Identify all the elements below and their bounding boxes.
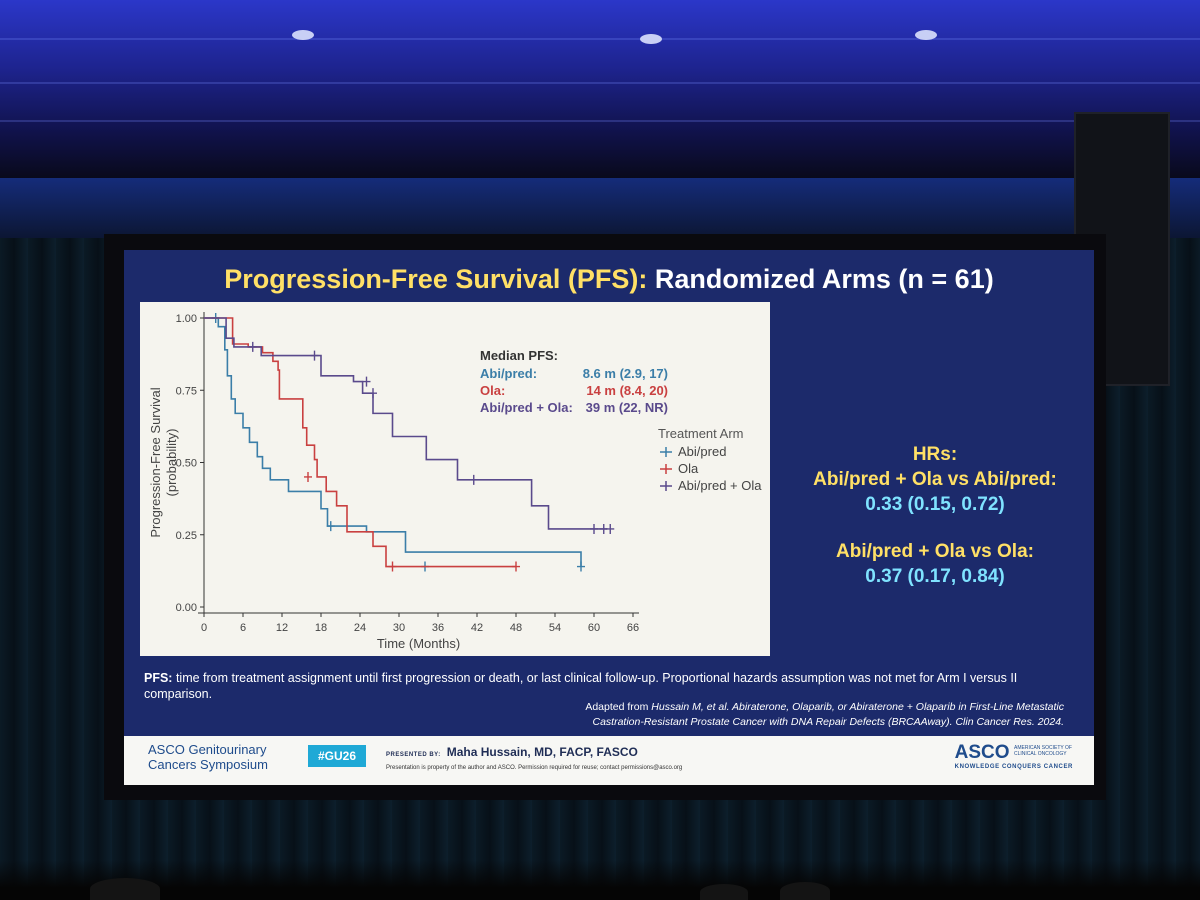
x-tick-label: 36 bbox=[432, 622, 444, 634]
km-chart: 0.00 0.25 0.50 0.75 1.00 0 6 12 18 24 30 36 42 48 54 60… bbox=[148, 312, 762, 651]
asco-gu-logo: ASCO Genitourinary Cancers Symposium bbox=[148, 742, 268, 772]
audience-head bbox=[780, 882, 830, 900]
ceiling-light bbox=[915, 30, 937, 40]
x-tick-label: 42 bbox=[471, 622, 483, 634]
x-tick-label: 24 bbox=[354, 622, 366, 634]
ceiling-grid-line bbox=[0, 120, 1200, 122]
x-axis-label: Time (Months) bbox=[377, 636, 460, 651]
presentation-slide: Progression-Free Survival (PFS): Randomi… bbox=[124, 250, 1094, 785]
censor-mark-3 bbox=[369, 388, 377, 399]
median-pfs-value: 8.6 m (2.9, 17) bbox=[583, 366, 668, 381]
presenter-name: Maha Hussain, MD, FACP, FASCO bbox=[446, 745, 638, 759]
venue-ceiling bbox=[0, 0, 1200, 190]
ceiling-light bbox=[292, 30, 314, 40]
x-tick-label: 6 bbox=[240, 622, 246, 634]
censor-mark-2 bbox=[512, 561, 520, 572]
median-pfs-value: 14 m (8.4, 20) bbox=[586, 383, 668, 398]
median-pfs-arm-label: Ola: bbox=[480, 383, 505, 398]
censor-mark-3 bbox=[248, 341, 257, 352]
hr-value-1: 0.33 (0.15, 0.72) bbox=[865, 494, 1005, 515]
curtain-valance bbox=[0, 178, 1200, 238]
legend-key-2 bbox=[660, 464, 672, 474]
hr-heading: HRs: bbox=[912, 444, 958, 465]
x-tick-label: 18 bbox=[315, 622, 327, 634]
hr-comparison-2: Abi/pred + Ola vs Ola: bbox=[836, 541, 1034, 562]
slide-title-highlight: Progression-Free Survival (PFS): bbox=[224, 264, 648, 294]
censor-mark-1 bbox=[326, 521, 335, 532]
audience-head bbox=[700, 884, 748, 900]
permission-notice: Presentation is property of the author a… bbox=[386, 765, 683, 771]
y-tick-label: 0.00 bbox=[176, 602, 197, 614]
median-pfs-heading: Median PFS: bbox=[480, 348, 558, 363]
source-prefix: Adapted from bbox=[585, 701, 652, 713]
median-pfs-value: 39 m (22, NR) bbox=[586, 400, 668, 415]
y-axis-label-unit: (probability) bbox=[164, 429, 179, 497]
y-axis-label: Progression-Free Survival bbox=[148, 387, 163, 537]
hashtag-badge: #GU26 bbox=[308, 745, 366, 767]
slide-title: Progression-Free Survival (PFS): Randomi… bbox=[124, 264, 1094, 295]
legend-key-3 bbox=[660, 481, 672, 491]
y-tick-label: 0.50 bbox=[176, 458, 197, 470]
ceiling-grid-line bbox=[0, 82, 1200, 84]
legend-entry-1: Abi/pred bbox=[678, 444, 726, 459]
km-plot-panel: 0.00 0.25 0.50 0.75 1.00 0 6 12 18 24 30 36 42 48 54 60… bbox=[140, 302, 770, 656]
audience-head bbox=[90, 878, 160, 900]
censor-mark-3 bbox=[469, 474, 478, 485]
censor-mark-2 bbox=[388, 561, 397, 572]
source-text: Hussain M, et al. Abiraterone, Olaparib,… bbox=[592, 701, 1064, 728]
pfs-footnote: PFS: time from treatment assignment unti… bbox=[144, 670, 1084, 702]
median-pfs-arm-label: Abi/pred + Ola: bbox=[480, 400, 573, 415]
censor-mark-3 bbox=[362, 376, 371, 387]
y-tick-label: 0.25 bbox=[176, 530, 197, 542]
legend-entry-3: Abi/pred + Ola bbox=[678, 478, 762, 493]
censor-mark-3 bbox=[590, 523, 598, 534]
censor-mark-3 bbox=[606, 523, 615, 534]
footnote-text: time from treatment assignment until fir… bbox=[144, 671, 1018, 701]
x-tick-label: 12 bbox=[276, 622, 288, 634]
hr-value-2: 0.37 (0.17, 0.84) bbox=[865, 566, 1005, 587]
censor-mark-2 bbox=[304, 471, 312, 482]
source-citation: Adapted from Hussain M, et al. Abiratero… bbox=[544, 700, 1064, 730]
ceiling-light bbox=[640, 34, 662, 44]
x-tick-label: 54 bbox=[549, 622, 561, 634]
x-tick-label: 30 bbox=[393, 622, 405, 634]
x-tick-label: 60 bbox=[588, 622, 600, 634]
km-curve-2 bbox=[204, 317, 516, 568]
legend-title: Treatment Arm bbox=[658, 426, 743, 441]
x-tick-label: 66 bbox=[627, 622, 639, 634]
legend-entry-2: Ola bbox=[678, 461, 699, 476]
median-pfs-arm-label: Abi/pred: bbox=[480, 366, 537, 381]
x-tick-label: 48 bbox=[510, 622, 522, 634]
hr-comparison-1: Abi/pred + Ola vs Abi/pred: bbox=[813, 469, 1057, 490]
censor-mark-3 bbox=[310, 350, 319, 361]
presented-by-label: PRESENTED BY: bbox=[386, 752, 441, 758]
y-tick-label: 0.75 bbox=[176, 385, 197, 397]
y-tick-label: 1.00 bbox=[176, 313, 197, 325]
audience-silhouettes bbox=[0, 860, 1200, 900]
presenter-line: PRESENTED BY: Maha Hussain, MD, FACP, FAS… bbox=[386, 745, 638, 759]
legend-key-1 bbox=[660, 447, 672, 457]
slide-footer: ASCO Genitourinary Cancers Symposium #GU… bbox=[124, 736, 1094, 785]
censor-mark-1 bbox=[577, 561, 585, 572]
asco-gu-line1: ASCO Genitourinary bbox=[148, 742, 267, 757]
hazard-ratio-panel: HRs: Abi/pred + Ola vs Abi/pred: 0.33 (0… bbox=[780, 442, 1090, 589]
footnote-label: PFS: bbox=[144, 671, 173, 685]
asco-logo-word: ASCO bbox=[954, 742, 1010, 763]
asco-gu-line2: Cancers Symposium bbox=[148, 757, 268, 772]
asco-logo-subtitle: AMERICAN SOCIETY OF CLINICAL ONCOLOGY bbox=[1014, 745, 1072, 757]
asco-logo: ASCO AMERICAN SOCIETY OF CLINICAL ONCOLO… bbox=[955, 742, 1076, 770]
slide-title-rest: Randomized Arms (n = 61) bbox=[647, 264, 994, 294]
ceiling-grid-line bbox=[0, 38, 1200, 40]
x-tick-label: 0 bbox=[201, 622, 207, 634]
asco-logo-tagline: KNOWLEDGE CONQUERS CANCER bbox=[954, 764, 1073, 770]
